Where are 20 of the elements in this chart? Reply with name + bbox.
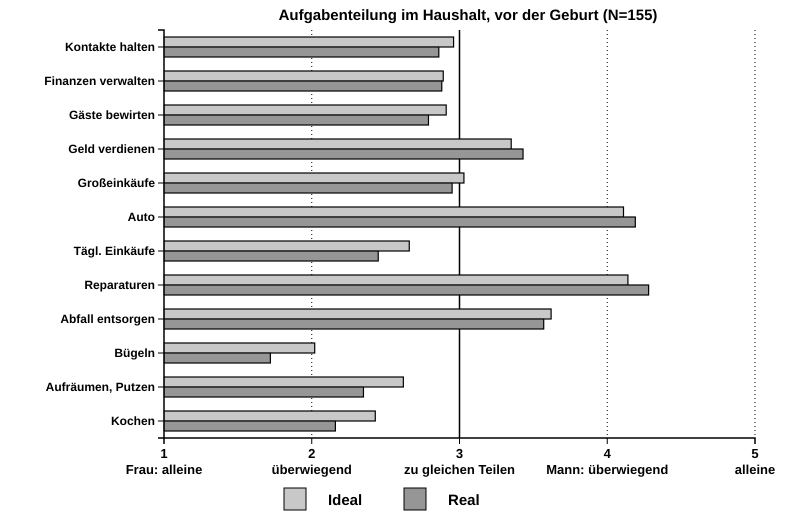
chart-title: Aufgabenteilung im Haushalt, vor der Geburt (N=155) <box>278 7 658 24</box>
x-tick-label: 3 zu gleichen Teilen <box>404 446 516 477</box>
y-tick-label: Auto <box>128 210 155 224</box>
x-tick-label: 4 Mann: überwiegend <box>546 446 668 477</box>
y-tick-label: Gäste bewirten <box>68 108 155 122</box>
y-tick-label: Kontakte halten <box>64 40 155 54</box>
x-tick-label: 2 überwiegend <box>272 446 352 477</box>
y-tick-label: Tägl. Einkäufe <box>74 244 156 258</box>
x-tick-label: 5 alleine <box>734 446 776 477</box>
y-tick-label: Aufräumen, Putzen <box>46 380 155 394</box>
y-tick-label: Geld verdienen <box>68 142 155 156</box>
y-tick-label: Reparaturen <box>84 278 155 292</box>
y-tick-label: Bügeln <box>114 346 155 360</box>
y-tick-label: Finanzen verwalten <box>44 74 155 88</box>
legend-label: Ideal <box>328 492 362 509</box>
y-tick-label: Kochen <box>110 414 155 428</box>
legend-label: Real <box>448 492 480 509</box>
y-tick-label: Abfall entsorgen <box>60 312 155 326</box>
x-tick-label: 1 Frau: alleine <box>126 446 202 477</box>
y-tick-label: Großeinkäufe <box>78 176 156 190</box>
